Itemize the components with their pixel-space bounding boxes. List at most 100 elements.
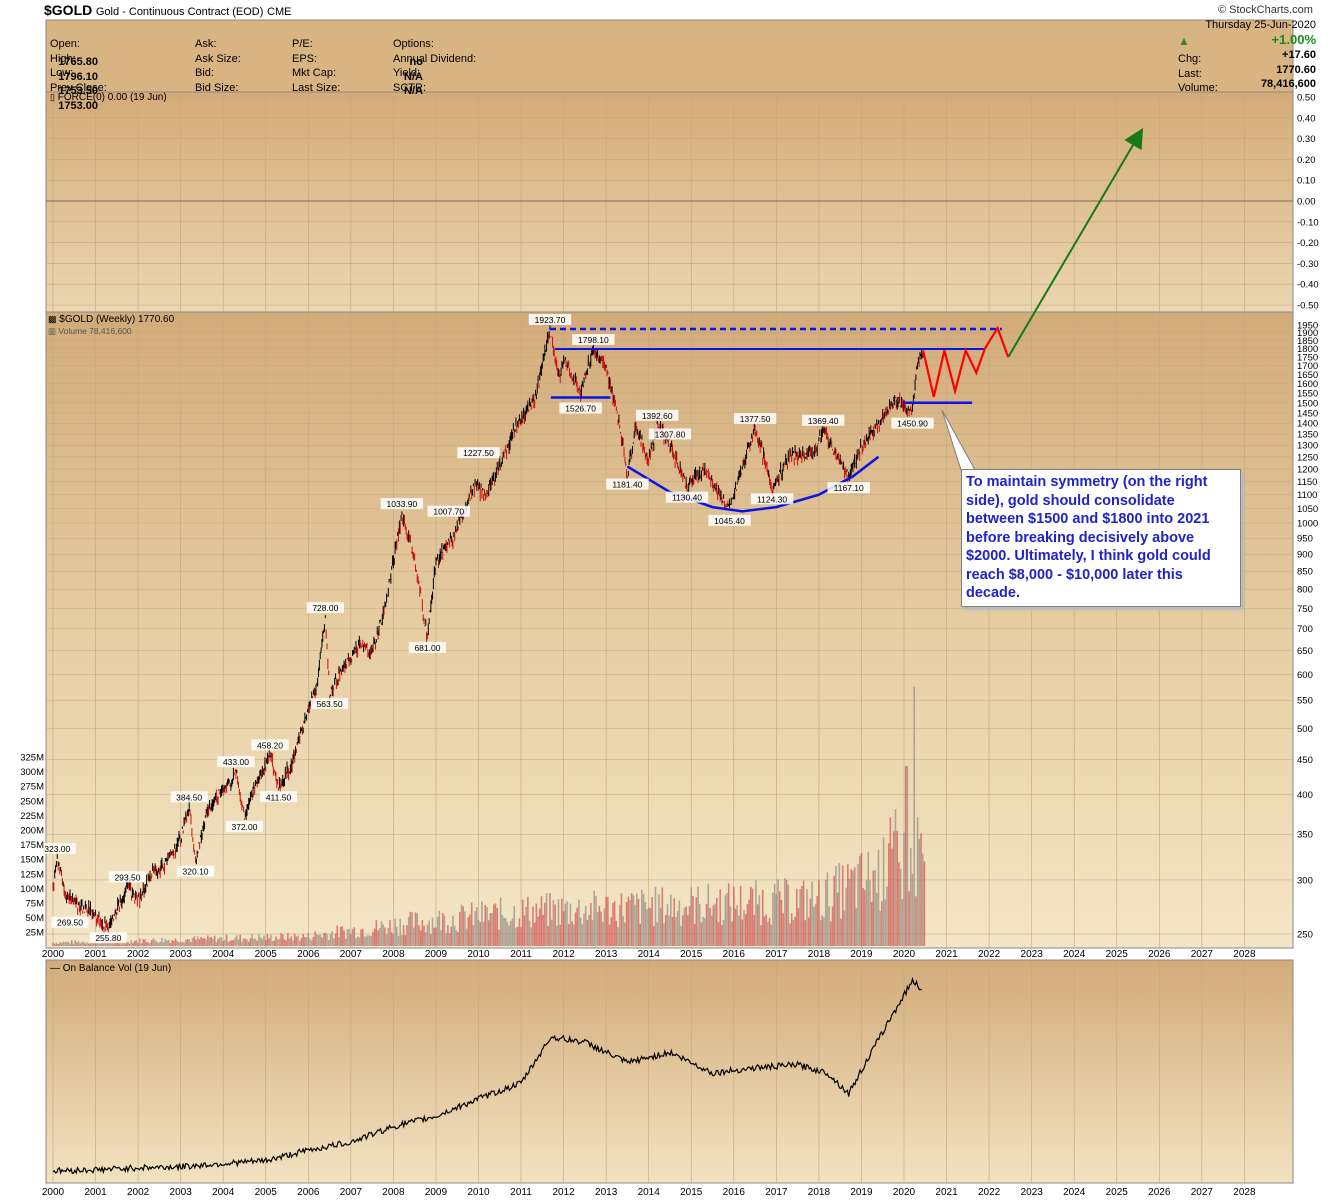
obv-x-tick-label: 2010 [467,1187,490,1198]
price-label: 1181.40 [612,480,642,490]
price-label: 1033.90 [387,499,418,509]
force-y-tick: -0.30 [1297,259,1319,270]
quote-ohlc-label: Low: [50,67,74,79]
quote-misc-value: no [409,56,423,68]
price-label-bg [259,791,298,803]
obv-x-tick-label: 2021 [935,1187,958,1198]
price-label: 269.50 [57,918,83,928]
obv-x-tick-label: 2005 [255,1187,278,1198]
price-label-bg [217,756,255,768]
price-label-text: $GOLD (Weekly) 1770.60 [59,314,175,325]
x-tick-label: 2028 [1233,949,1256,960]
price-label-bg [457,447,500,459]
obv-x-tick-label: 2022 [978,1187,1001,1198]
quote-fund-row: P/E: [292,34,352,70]
x-tick-label: 2003 [170,949,193,960]
price-label: 1227.50 [463,448,494,458]
x-tick-label: 2012 [552,949,575,960]
price-y-tick: 1950 [1297,321,1318,332]
x-tick-label: 2025 [1106,949,1129,960]
quote-bidask-label: Bid: [195,67,214,79]
obv-x-tick-label: 2016 [723,1187,746,1198]
quote-misc-label: Yield: [393,67,421,79]
obv-panel [45,959,1294,1184]
x-tick-label: 2027 [1191,949,1214,960]
price-label: 1392.60 [642,411,673,421]
price-label-bg [572,334,615,346]
force-y-tick: -0.40 [1297,280,1319,291]
price-label-bg [251,739,289,751]
quote-misc-row: Options: no [393,34,478,70]
price-label-bg [801,414,845,426]
force-y-tick: -0.20 [1297,238,1319,249]
quote-summary-label: Volume: [1178,82,1218,94]
quote-fund-label: Mkt Cap: [292,67,337,79]
quote-ohlc-label: Prev Close: [50,81,107,94]
x-tick-label: 2016 [723,949,746,960]
price-label: ▩ $GOLD (Weekly) 1770.60 [48,314,175,325]
price-label-bg [891,417,934,429]
volume-y-tick: 25M [26,928,45,939]
quote-bidask-row: Ask Size: [195,49,255,85]
description: Gold - Continuous Contract (EOD) [95,6,264,18]
price-label: 728.00 [312,603,338,613]
price-y-tick: 1900 [1297,328,1318,339]
quote-summary-row: Chg: +17.60 [1178,49,1316,67]
quote-fund-label: Last Size: [292,81,341,94]
quote-misc-value: N/A [404,85,423,97]
volume-y-tick: 225M [20,811,44,822]
force-y-tick: 0.10 [1297,176,1316,187]
x-tick-label: 2026 [1148,949,1171,960]
quote-ohlc-row: Low: 1753.50 [50,63,112,99]
force-label-text: FORCE(0) 0.00 (19 Jun) [57,92,167,103]
quote-ohlc-row: Open: 1765.80 [50,34,112,70]
quote-summary-label: Last: [1178,67,1202,80]
price-label-bg [750,493,794,505]
stockcharts-watermark: © StockCharts.com [1218,4,1313,16]
obv-line [52,976,922,1175]
x-tick-label: 2017 [765,949,788,960]
price-y-tick: 1850 [1297,336,1318,347]
quote-misc-label: SCTR: [393,81,426,94]
quote-ohlc-row: High: 1796.10 [50,49,112,85]
obv-x-tick-label: 2003 [170,1187,193,1198]
quote-bidask-row: Ask: [195,34,255,70]
quote-fund-row: EPS: [292,49,352,85]
price-label: 320.10 [183,867,209,877]
obv-x-tick-label: 2028 [1233,1187,1256,1198]
price-y-tick: 400 [1297,790,1313,801]
force-y-tick: 0.30 [1297,134,1316,145]
obv-x-tick-label: 2007 [340,1187,363,1198]
volume-label-text: Volume 78,416,600 [58,326,132,336]
obv-x-tick-label: 2014 [638,1187,661,1198]
x-tick-label: 2022 [978,949,1001,960]
quote-fund-label: P/E: [292,38,313,50]
price-y-tick: 1750 [1297,353,1318,364]
quote-summary-row: Last: 1770.60 [1178,64,1316,82]
price-y-tick: 300 [1297,875,1313,886]
price-label-bg [606,478,649,490]
quote-fund-label: EPS: [292,52,318,65]
obv-label-text: On Balance Vol (19 Jun) [62,963,172,974]
price-y-tick: 1400 [1297,419,1318,430]
x-tick-label: 2008 [382,949,405,960]
obv-x-tick-label: 2001 [84,1187,107,1198]
price-label-bg [38,843,76,855]
force-y-tick: -0.10 [1297,217,1319,228]
obv-x-tick-label: 2000 [42,1187,65,1198]
price-y-tick: 1050 [1297,504,1318,515]
x-tick-label: 2015 [680,949,703,960]
price-y-tick: 1250 [1297,452,1318,463]
price-label-bg [827,482,870,494]
quote-misc-row: SCTR: [393,78,478,114]
price-label: 1369.40 [808,416,839,426]
force-y-tick: 0.00 [1297,197,1316,208]
price-y-tick: 1100 [1297,490,1317,501]
price-label: 384.50 [176,792,202,802]
price-label-bg [170,791,208,803]
obv-x-tick-label: 2020 [893,1187,916,1198]
obv-x-tick-label: 2018 [808,1187,831,1198]
price-label-bg [665,491,709,503]
price-label-bg [708,514,751,526]
quote-ohlc-label: High: [50,52,76,65]
